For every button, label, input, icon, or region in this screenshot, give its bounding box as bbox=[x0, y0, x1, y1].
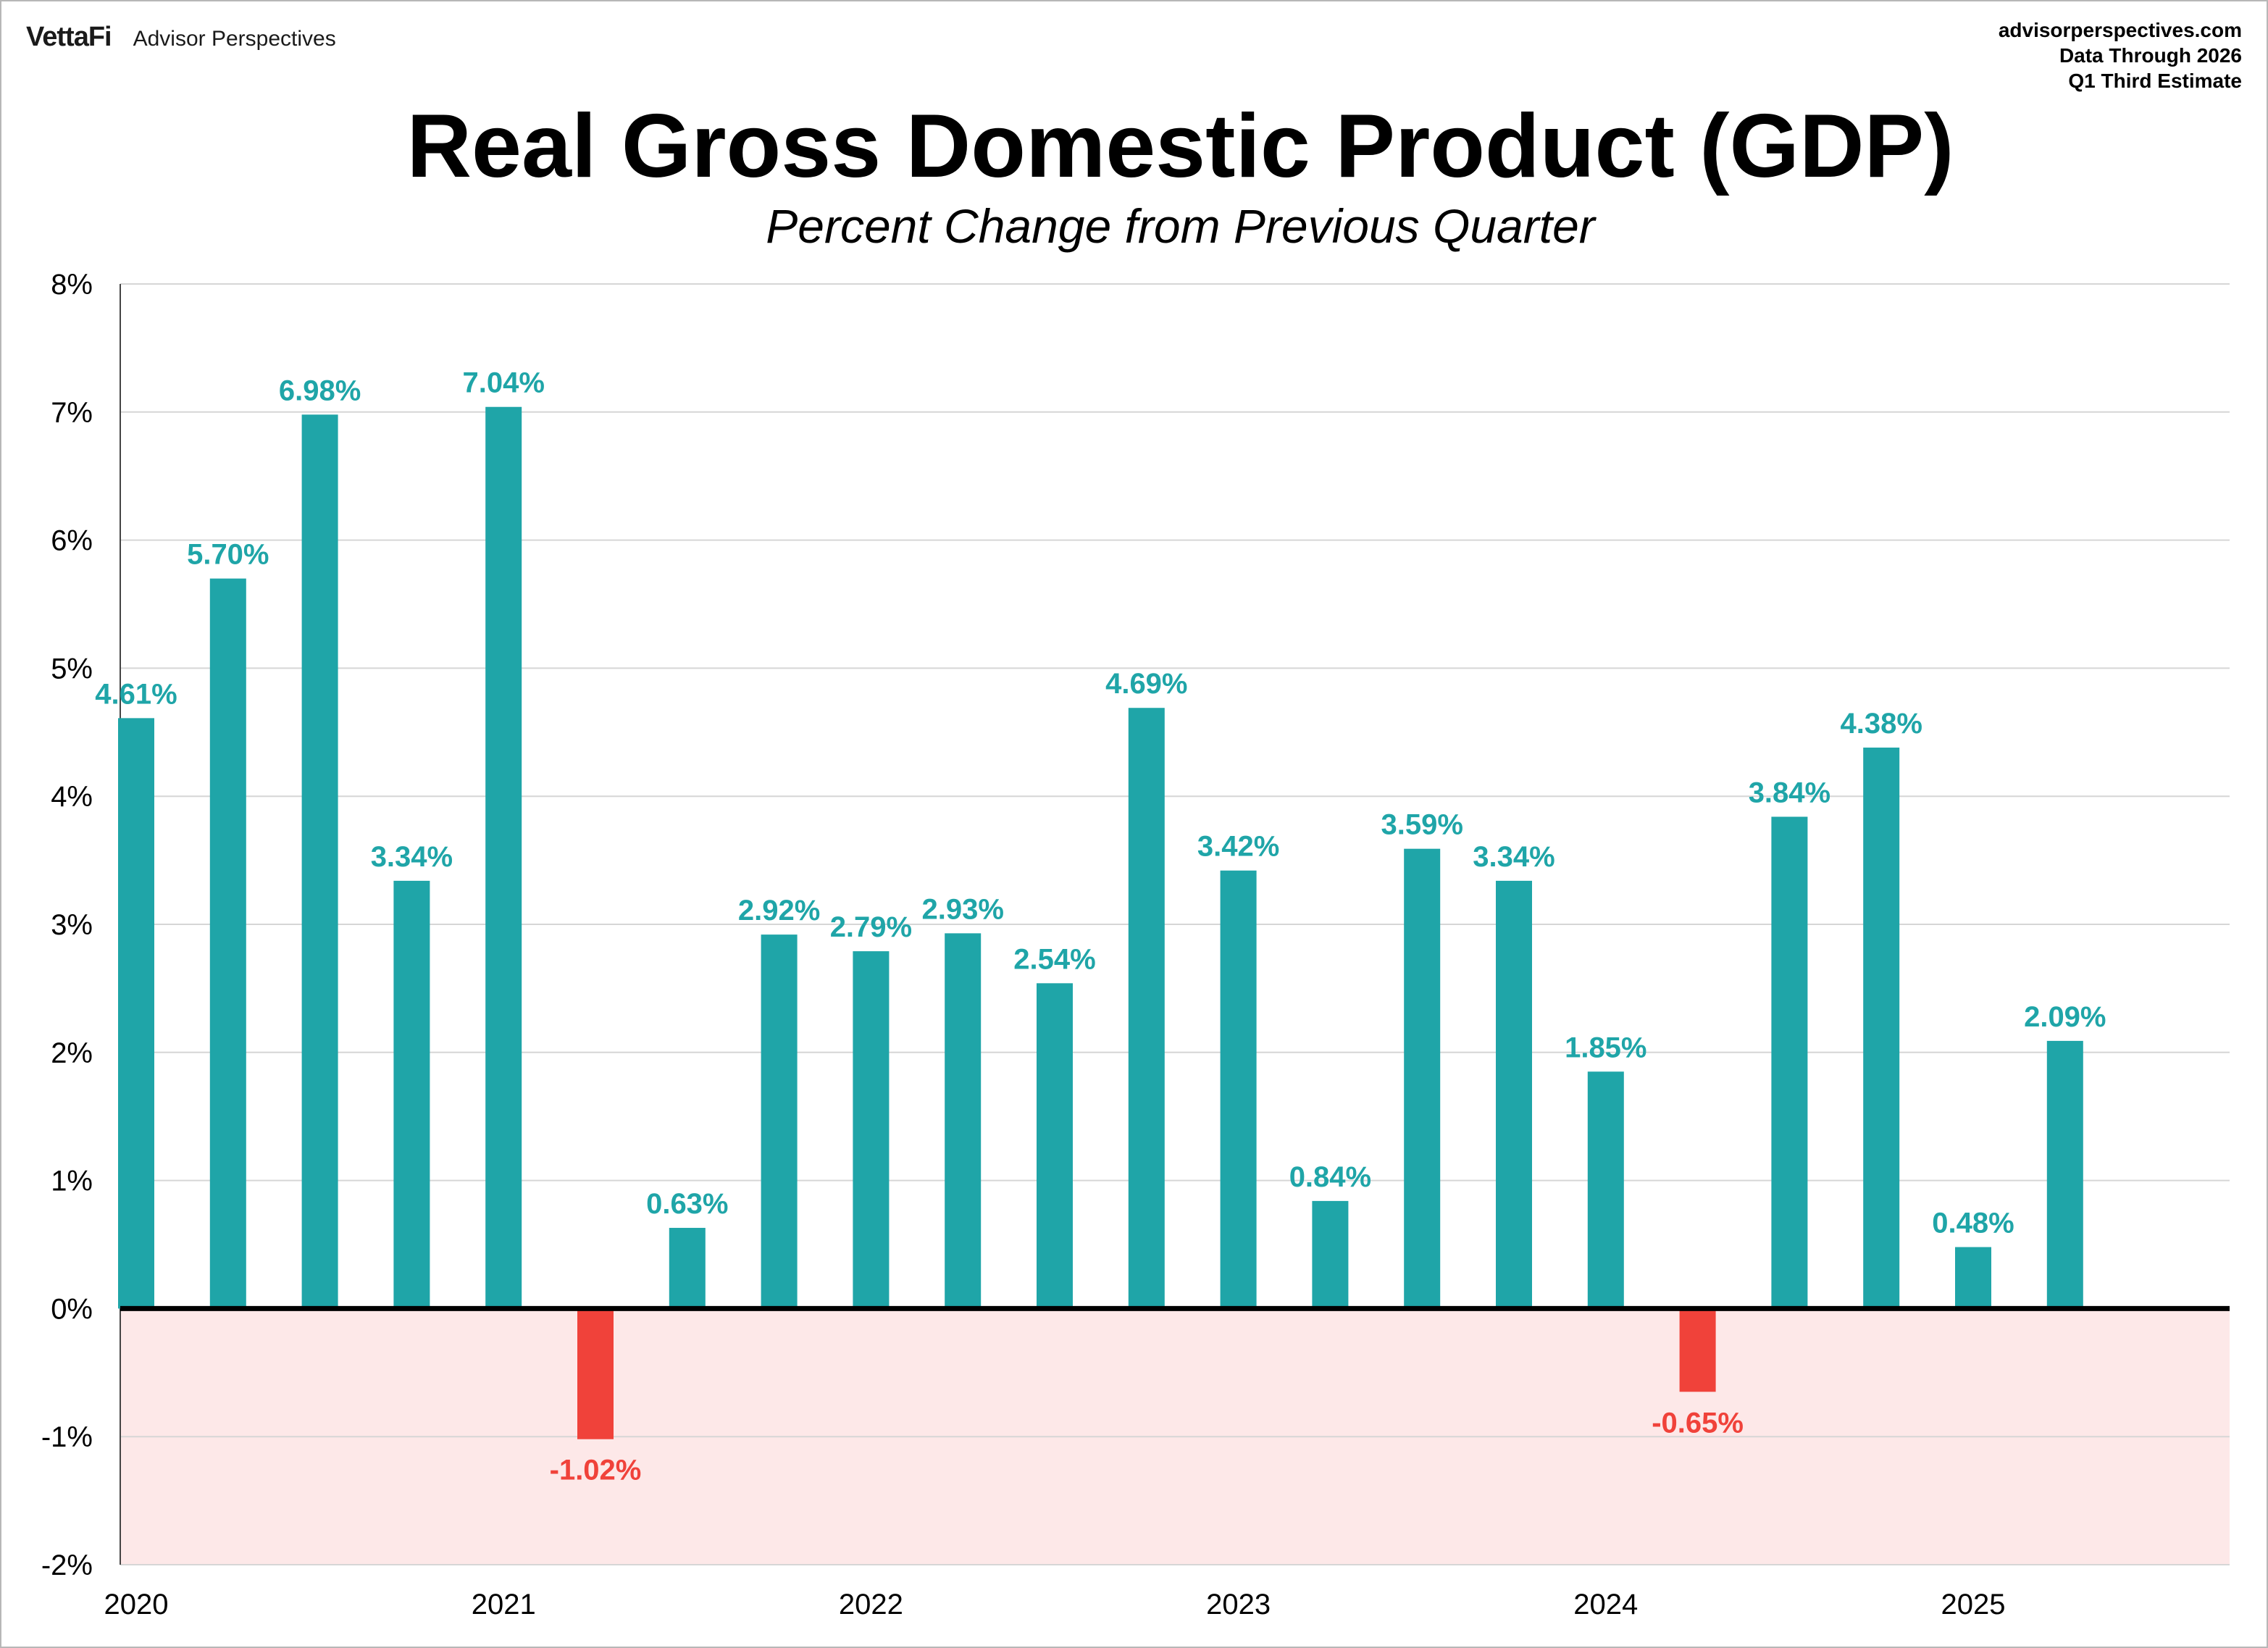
bar-value-label: 7.04% bbox=[462, 367, 544, 399]
gdp-bar bbox=[577, 1308, 614, 1439]
bar-value-label: 4.38% bbox=[1840, 708, 1922, 740]
bar-value-label: 2.92% bbox=[738, 895, 820, 927]
bar-value-label: 0.48% bbox=[1932, 1208, 2014, 1239]
bar-value-label: 3.59% bbox=[1381, 809, 1463, 841]
y-tick-label: -2% bbox=[41, 1549, 93, 1581]
bar-value-label: 2.79% bbox=[830, 911, 912, 943]
x-year-label: 2021 bbox=[472, 1589, 536, 1620]
gdp-bar bbox=[1128, 708, 1165, 1309]
brand-name: Advisor Perspectives bbox=[133, 27, 336, 51]
bar-value-label: 3.34% bbox=[1473, 841, 1554, 873]
gdp-bar bbox=[1496, 880, 1532, 1309]
y-tick-label: 4% bbox=[51, 781, 93, 813]
source-url: advisorperspectives.com bbox=[1998, 19, 2242, 41]
gdp-bar bbox=[945, 933, 982, 1309]
gdp-bar bbox=[1771, 816, 1808, 1309]
bar-value-label: 3.84% bbox=[1749, 777, 1830, 808]
x-year-label: 2022 bbox=[839, 1589, 903, 1620]
gdp-bar bbox=[761, 934, 798, 1309]
y-tick-label: 6% bbox=[51, 525, 93, 557]
bar-value-label: -1.02% bbox=[550, 1455, 642, 1486]
bar-value-label: 4.61% bbox=[95, 678, 177, 710]
gdp-bar bbox=[1220, 870, 1257, 1309]
bar-value-label: 3.34% bbox=[371, 841, 453, 873]
brand: VettaFi Advisor Perspectives bbox=[26, 22, 336, 53]
y-tick-label: 2% bbox=[51, 1037, 93, 1069]
bar-value-label: 0.63% bbox=[646, 1188, 728, 1220]
bar-value-label: 6.98% bbox=[279, 375, 361, 406]
bar-value-label: 2.93% bbox=[921, 893, 1003, 925]
bar-value-label: 5.70% bbox=[187, 539, 269, 571]
data-through-label: Data Through 2026 bbox=[2059, 44, 2242, 67]
bar-value-label: 3.42% bbox=[1197, 831, 1279, 863]
gdp-bar bbox=[301, 414, 338, 1309]
gdp-bar bbox=[1312, 1200, 1349, 1309]
gdp-bar bbox=[1955, 1247, 1991, 1309]
gdp-bar bbox=[853, 951, 890, 1309]
x-year-label: 2023 bbox=[1206, 1589, 1271, 1620]
x-year-label: 2024 bbox=[1573, 1589, 1638, 1620]
y-tick-label: 3% bbox=[51, 909, 93, 941]
gdp-bar bbox=[485, 406, 522, 1309]
y-tick-label: 7% bbox=[51, 397, 93, 429]
bar-value-label: 2.09% bbox=[2024, 1001, 2106, 1033]
bar-value-label: 2.54% bbox=[1013, 943, 1095, 975]
estimate-label: Q1 Third Estimate bbox=[2068, 70, 2242, 92]
x-year-label: 2020 bbox=[104, 1589, 169, 1620]
y-tick-label: 0% bbox=[51, 1293, 93, 1325]
y-tick-label: -1% bbox=[41, 1421, 93, 1453]
chart-title: Real Gross Domestic Product (GDP) bbox=[406, 96, 1954, 196]
gdp-bar bbox=[1037, 983, 1073, 1309]
y-tick-label: 5% bbox=[51, 653, 93, 685]
gdp-bar bbox=[1404, 848, 1441, 1309]
gdp-bar bbox=[1587, 1071, 1624, 1309]
bar-value-label: -0.65% bbox=[1652, 1407, 1744, 1439]
x-year-label: 2025 bbox=[1941, 1589, 2006, 1620]
gdp-bar bbox=[669, 1228, 706, 1309]
gdp-bar bbox=[1679, 1308, 1716, 1392]
gdp-bar bbox=[1863, 748, 1900, 1309]
source-block: advisorperspectives.com Data Through 202… bbox=[1999, 17, 2242, 93]
y-tick-label: 1% bbox=[51, 1166, 93, 1197]
chart-subtitle: Percent Change from Previous Quarter bbox=[766, 199, 1595, 253]
gdp-bar bbox=[2046, 1040, 2083, 1309]
gdp-bar bbox=[209, 578, 246, 1309]
bar-value-label: 0.84% bbox=[1289, 1161, 1371, 1193]
bar-value-label: 4.69% bbox=[1105, 668, 1187, 700]
bar-value-label: 1.85% bbox=[1565, 1032, 1646, 1063]
y-tick-label: 8% bbox=[51, 269, 93, 301]
vettafi-logo: VettaFi bbox=[26, 22, 112, 52]
gdp-bar bbox=[393, 880, 430, 1309]
gdp-bar bbox=[118, 718, 154, 1309]
